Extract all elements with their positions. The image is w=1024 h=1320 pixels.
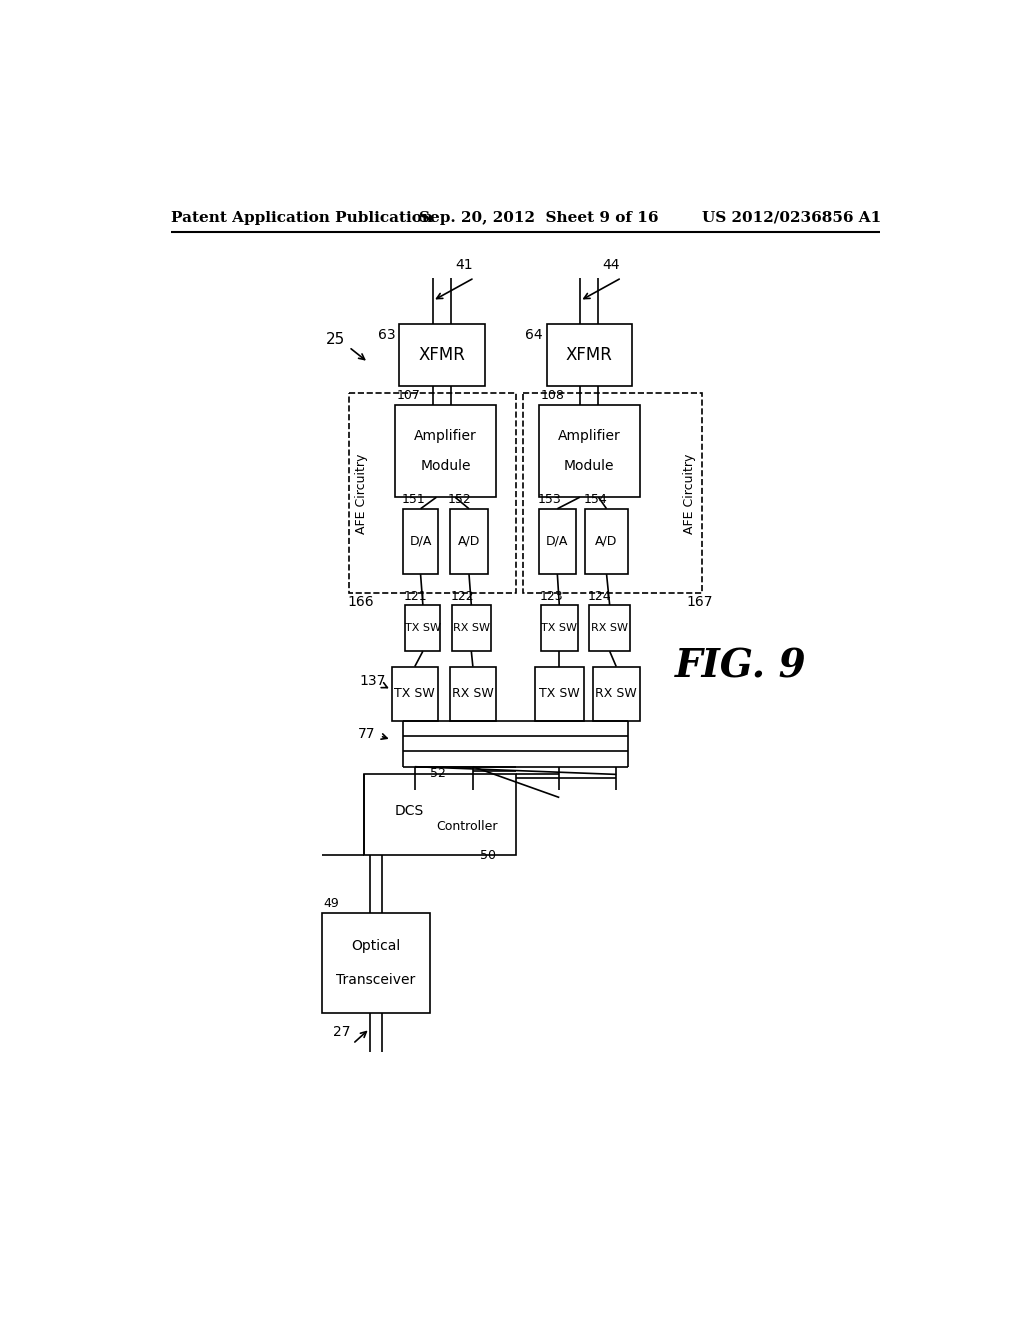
Text: 123: 123 (540, 590, 563, 603)
Text: 151: 151 (401, 494, 425, 507)
Bar (450, 508, 488, 574)
Bar (523, 393, 701, 594)
Text: FIG. 9: FIG. 9 (675, 648, 806, 685)
Text: RX SW: RX SW (591, 623, 628, 634)
Text: D/A: D/A (410, 535, 432, 548)
Bar (349, 393, 515, 594)
Text: DCS: DCS (394, 804, 424, 818)
Bar (547, 323, 632, 385)
Text: 121: 121 (403, 590, 428, 603)
Text: 107: 107 (397, 388, 421, 401)
Text: XFMR: XFMR (565, 346, 612, 364)
Text: 63: 63 (378, 327, 395, 342)
Bar (365, 775, 515, 855)
Bar (395, 405, 496, 498)
Text: Transceiver: Transceiver (336, 973, 416, 987)
Text: TX SW: TX SW (404, 623, 441, 634)
Text: TX SW: TX SW (542, 623, 578, 634)
Text: 108: 108 (541, 388, 564, 401)
Text: A/D: A/D (595, 535, 617, 548)
Bar (541, 605, 578, 651)
Text: 52: 52 (430, 767, 446, 780)
Bar (586, 508, 628, 574)
Text: RX SW: RX SW (595, 686, 637, 700)
Bar (589, 605, 630, 651)
Text: 77: 77 (357, 726, 375, 741)
Text: 25: 25 (326, 331, 345, 347)
Text: Controller: Controller (436, 820, 498, 833)
Text: Sep. 20, 2012  Sheet 9 of 16: Sep. 20, 2012 Sheet 9 of 16 (419, 211, 658, 224)
Text: XFMR: XFMR (419, 346, 465, 364)
Bar (593, 667, 640, 721)
Text: Module: Module (421, 459, 471, 474)
Bar (539, 405, 640, 498)
Text: 167: 167 (686, 595, 713, 609)
Text: 137: 137 (359, 675, 385, 688)
Bar (539, 508, 575, 574)
Text: Patent Application Publication: Patent Application Publication (171, 211, 432, 224)
Text: TX SW: TX SW (539, 686, 580, 700)
Text: 154: 154 (584, 494, 607, 507)
Text: 153: 153 (538, 494, 561, 507)
Bar (403, 508, 438, 574)
Bar (406, 605, 440, 651)
Text: 152: 152 (449, 494, 472, 507)
Text: 166: 166 (347, 595, 374, 609)
Text: RX SW: RX SW (452, 686, 494, 700)
Bar (535, 667, 584, 721)
Bar (384, 781, 434, 840)
Text: 50: 50 (480, 849, 496, 862)
Text: 44: 44 (602, 259, 620, 272)
Text: 49: 49 (324, 896, 339, 909)
Bar (399, 323, 484, 385)
Text: RX SW: RX SW (453, 623, 489, 634)
Text: 41: 41 (455, 259, 473, 272)
Text: Amplifier: Amplifier (558, 429, 621, 442)
Text: AFE Circuitry: AFE Circuitry (683, 453, 695, 533)
Text: 64: 64 (524, 327, 543, 342)
Text: 124: 124 (588, 590, 611, 603)
Bar (434, 805, 500, 847)
Text: D/A: D/A (546, 535, 568, 548)
Text: 27: 27 (334, 1024, 351, 1039)
Text: Module: Module (564, 459, 614, 474)
Bar (450, 667, 496, 721)
Bar (452, 605, 490, 651)
Text: US 2012/0236856 A1: US 2012/0236856 A1 (701, 211, 881, 224)
Text: 122: 122 (451, 590, 474, 603)
Text: Optical: Optical (351, 940, 400, 953)
Bar (391, 667, 438, 721)
Text: AFE Circuitry: AFE Circuitry (354, 453, 368, 533)
Bar (322, 913, 430, 1014)
Text: TX SW: TX SW (394, 686, 435, 700)
Text: Amplifier: Amplifier (415, 429, 477, 442)
Text: A/D: A/D (458, 535, 480, 548)
